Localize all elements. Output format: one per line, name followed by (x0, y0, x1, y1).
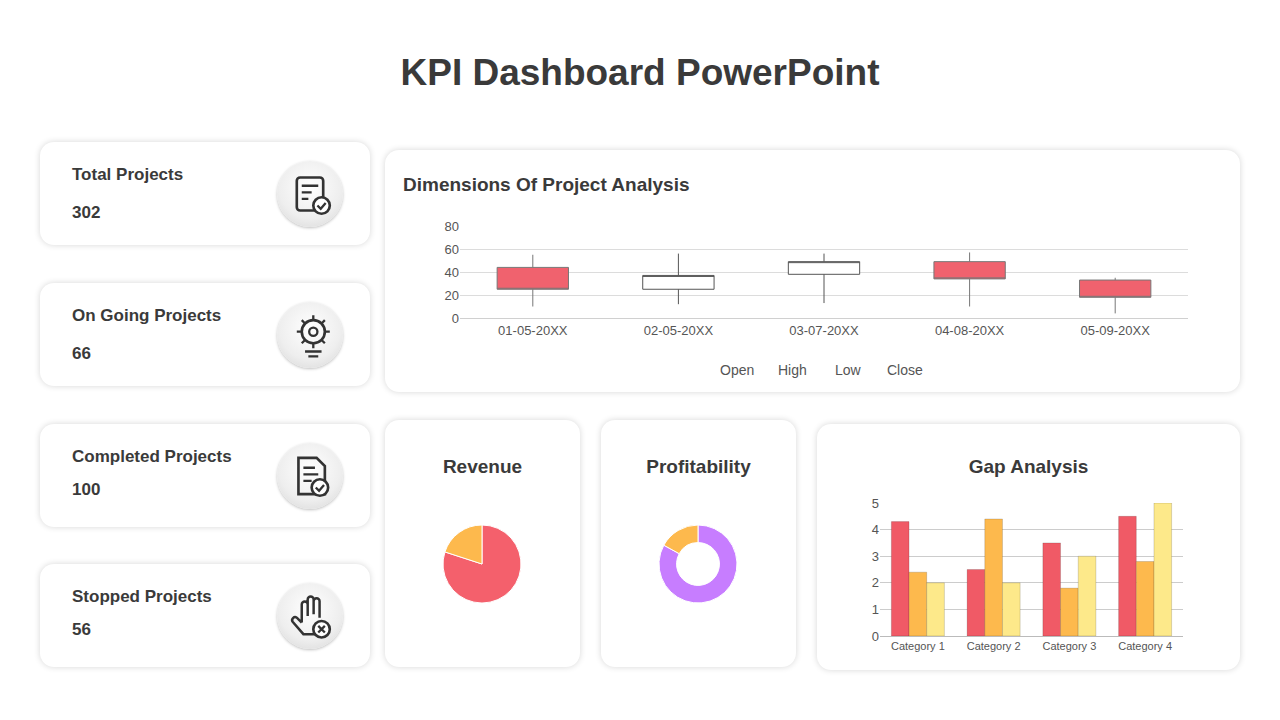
html-text:Completed Projects: Completed Projects (72, 447, 232, 466)
svg-text:4: 4 (872, 522, 879, 537)
svg-text:High: High (778, 362, 807, 378)
html-text:On Going Projects: On Going Projects (72, 306, 222, 325)
html-text:66: 66 (72, 344, 91, 363)
html-text:56: 56 (72, 620, 91, 639)
html-text:Total Projects: Total Projects (72, 165, 184, 184)
svg-text:60: 60 (445, 242, 459, 257)
svg-text:05-09-20XX: 05-09-20XX (1081, 323, 1151, 338)
svg-text:3: 3 (872, 549, 879, 564)
svg-text:20: 20 (445, 288, 459, 303)
svg-text:Close: Close (887, 362, 923, 378)
html-text:Dimensions Of Project Analysis: Dimensions Of Project Analysis (403, 174, 690, 195)
svg-text:04-08-20XX: 04-08-20XX (935, 323, 1005, 338)
html-text:Gap Analysis: Gap Analysis (968, 456, 1089, 477)
html-text:Revenue: Revenue (442, 456, 523, 477)
svg-text:2: 2 (872, 575, 879, 590)
svg-text:Open: Open (720, 362, 754, 378)
svg-text:5: 5 (872, 496, 879, 511)
svg-text:Category 1: Category 1 (891, 640, 945, 652)
svg-text:0: 0 (452, 311, 459, 326)
svg-text:Category 4: Category 4 (1118, 640, 1172, 652)
html-text:302: 302 (72, 203, 101, 222)
svg-text:1: 1 (872, 602, 879, 617)
svg-text:0: 0 (872, 629, 879, 644)
svg-text:02-05-20XX: 02-05-20XX (644, 323, 714, 338)
html-text:100: 100 (72, 480, 101, 499)
svg-text:40: 40 (445, 265, 459, 280)
svg-text:Category 3: Category 3 (1042, 640, 1096, 652)
svg-text:80: 80 (445, 219, 459, 234)
svg-text:01-05-20XX: 01-05-20XX (498, 323, 568, 338)
svg-text:03-07-20XX: 03-07-20XX (789, 323, 859, 338)
html-text:KPI Dashboard PowerPoint: KPI Dashboard PowerPoint (400, 52, 880, 93)
html-text:Stopped Projects: Stopped Projects (72, 587, 212, 606)
svg-text:Low: Low (835, 362, 862, 378)
html-text:Profitability: Profitability (646, 456, 751, 477)
svg-text:Category 2: Category 2 (967, 640, 1021, 652)
